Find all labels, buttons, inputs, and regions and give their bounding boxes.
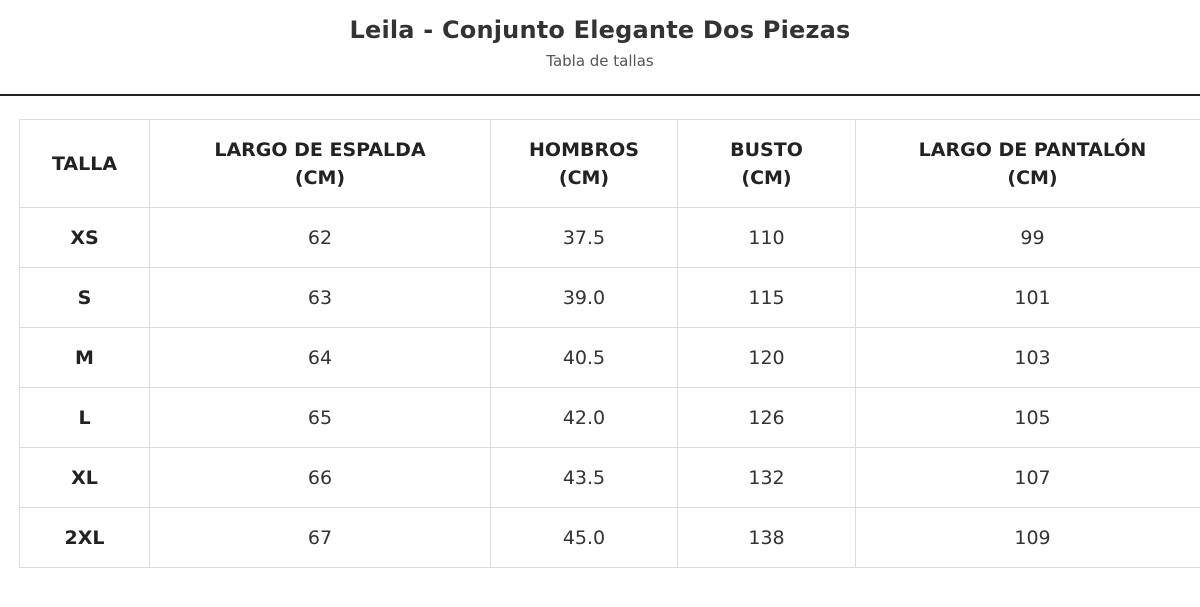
- hombros-cell: 37.5: [490, 207, 678, 268]
- table-row: S 63 39.0 115 101: [19, 267, 1200, 328]
- column-header-label: LARGO DE PANTALÓN: [918, 138, 1147, 161]
- column-header-label: BUSTO: [730, 138, 803, 161]
- page-subtitle: Tabla de tallas: [546, 52, 654, 70]
- size-cell: XL: [19, 447, 150, 508]
- largo-pantalon-cell: 103: [855, 327, 1200, 388]
- size-chart-table: TALLA LARGO DE ESPALDA (CM) HOMBROS (CM)…: [19, 119, 1200, 568]
- hombros-cell: 39.0: [490, 267, 678, 328]
- column-header-talla: TALLA: [19, 119, 150, 208]
- largo-espalda-cell: 63: [149, 267, 491, 328]
- largo-espalda-cell: 62: [149, 207, 491, 268]
- largo-pantalon-cell: 101: [855, 267, 1200, 328]
- column-header-label: TALLA: [51, 152, 118, 175]
- size-cell: 2XL: [19, 507, 150, 568]
- hombros-cell: 45.0: [490, 507, 678, 568]
- largo-pantalon-cell: 99: [855, 207, 1200, 268]
- largo-pantalon-cell: 109: [855, 507, 1200, 568]
- column-header-busto: BUSTO (CM): [677, 119, 856, 208]
- size-cell: XS: [19, 207, 150, 268]
- hombros-cell: 42.0: [490, 387, 678, 448]
- largo-pantalon-cell: 105: [855, 387, 1200, 448]
- column-header-label: HOMBROS: [529, 138, 639, 161]
- largo-espalda-cell: 66: [149, 447, 491, 508]
- busto-cell: 110: [677, 207, 856, 268]
- largo-espalda-cell: 67: [149, 507, 491, 568]
- busto-cell: 120: [677, 327, 856, 388]
- busto-cell: 115: [677, 267, 856, 328]
- column-header-unit: (CM): [294, 166, 346, 189]
- largo-espalda-cell: 65: [149, 387, 491, 448]
- table-row: L 65 42.0 126 105: [19, 387, 1200, 448]
- hombros-cell: 43.5: [490, 447, 678, 508]
- column-header-label: LARGO DE ESPALDA: [214, 138, 426, 161]
- column-header-hombros: HOMBROS (CM): [490, 119, 678, 208]
- page-header: Leila - Conjunto Elegante Dos Piezas Tab…: [0, 0, 1200, 96]
- size-cell: M: [19, 327, 150, 388]
- column-header-unit: (CM): [741, 166, 792, 189]
- size-cell: S: [19, 267, 150, 328]
- column-header-largo-pantalon: LARGO DE PANTALÓN (CM): [855, 119, 1200, 208]
- column-header-unit: (CM): [1007, 166, 1058, 189]
- largo-pantalon-cell: 107: [855, 447, 1200, 508]
- column-header-unit: (CM): [558, 166, 610, 189]
- table-row: XL 66 43.5 132 107: [19, 447, 1200, 508]
- column-header-largo-espalda: LARGO DE ESPALDA (CM): [149, 119, 491, 208]
- page-title: Leila - Conjunto Elegante Dos Piezas: [349, 16, 851, 44]
- table-row: XS 62 37.5 110 99: [19, 207, 1200, 268]
- table-header-row: TALLA LARGO DE ESPALDA (CM) HOMBROS (CM)…: [19, 119, 1200, 208]
- table-row: M 64 40.5 120 103: [19, 327, 1200, 388]
- size-cell: L: [19, 387, 150, 448]
- busto-cell: 126: [677, 387, 856, 448]
- largo-espalda-cell: 64: [149, 327, 491, 388]
- busto-cell: 138: [677, 507, 856, 568]
- table-row: 2XL 67 45.0 138 109: [19, 507, 1200, 568]
- busto-cell: 132: [677, 447, 856, 508]
- hombros-cell: 40.5: [490, 327, 678, 388]
